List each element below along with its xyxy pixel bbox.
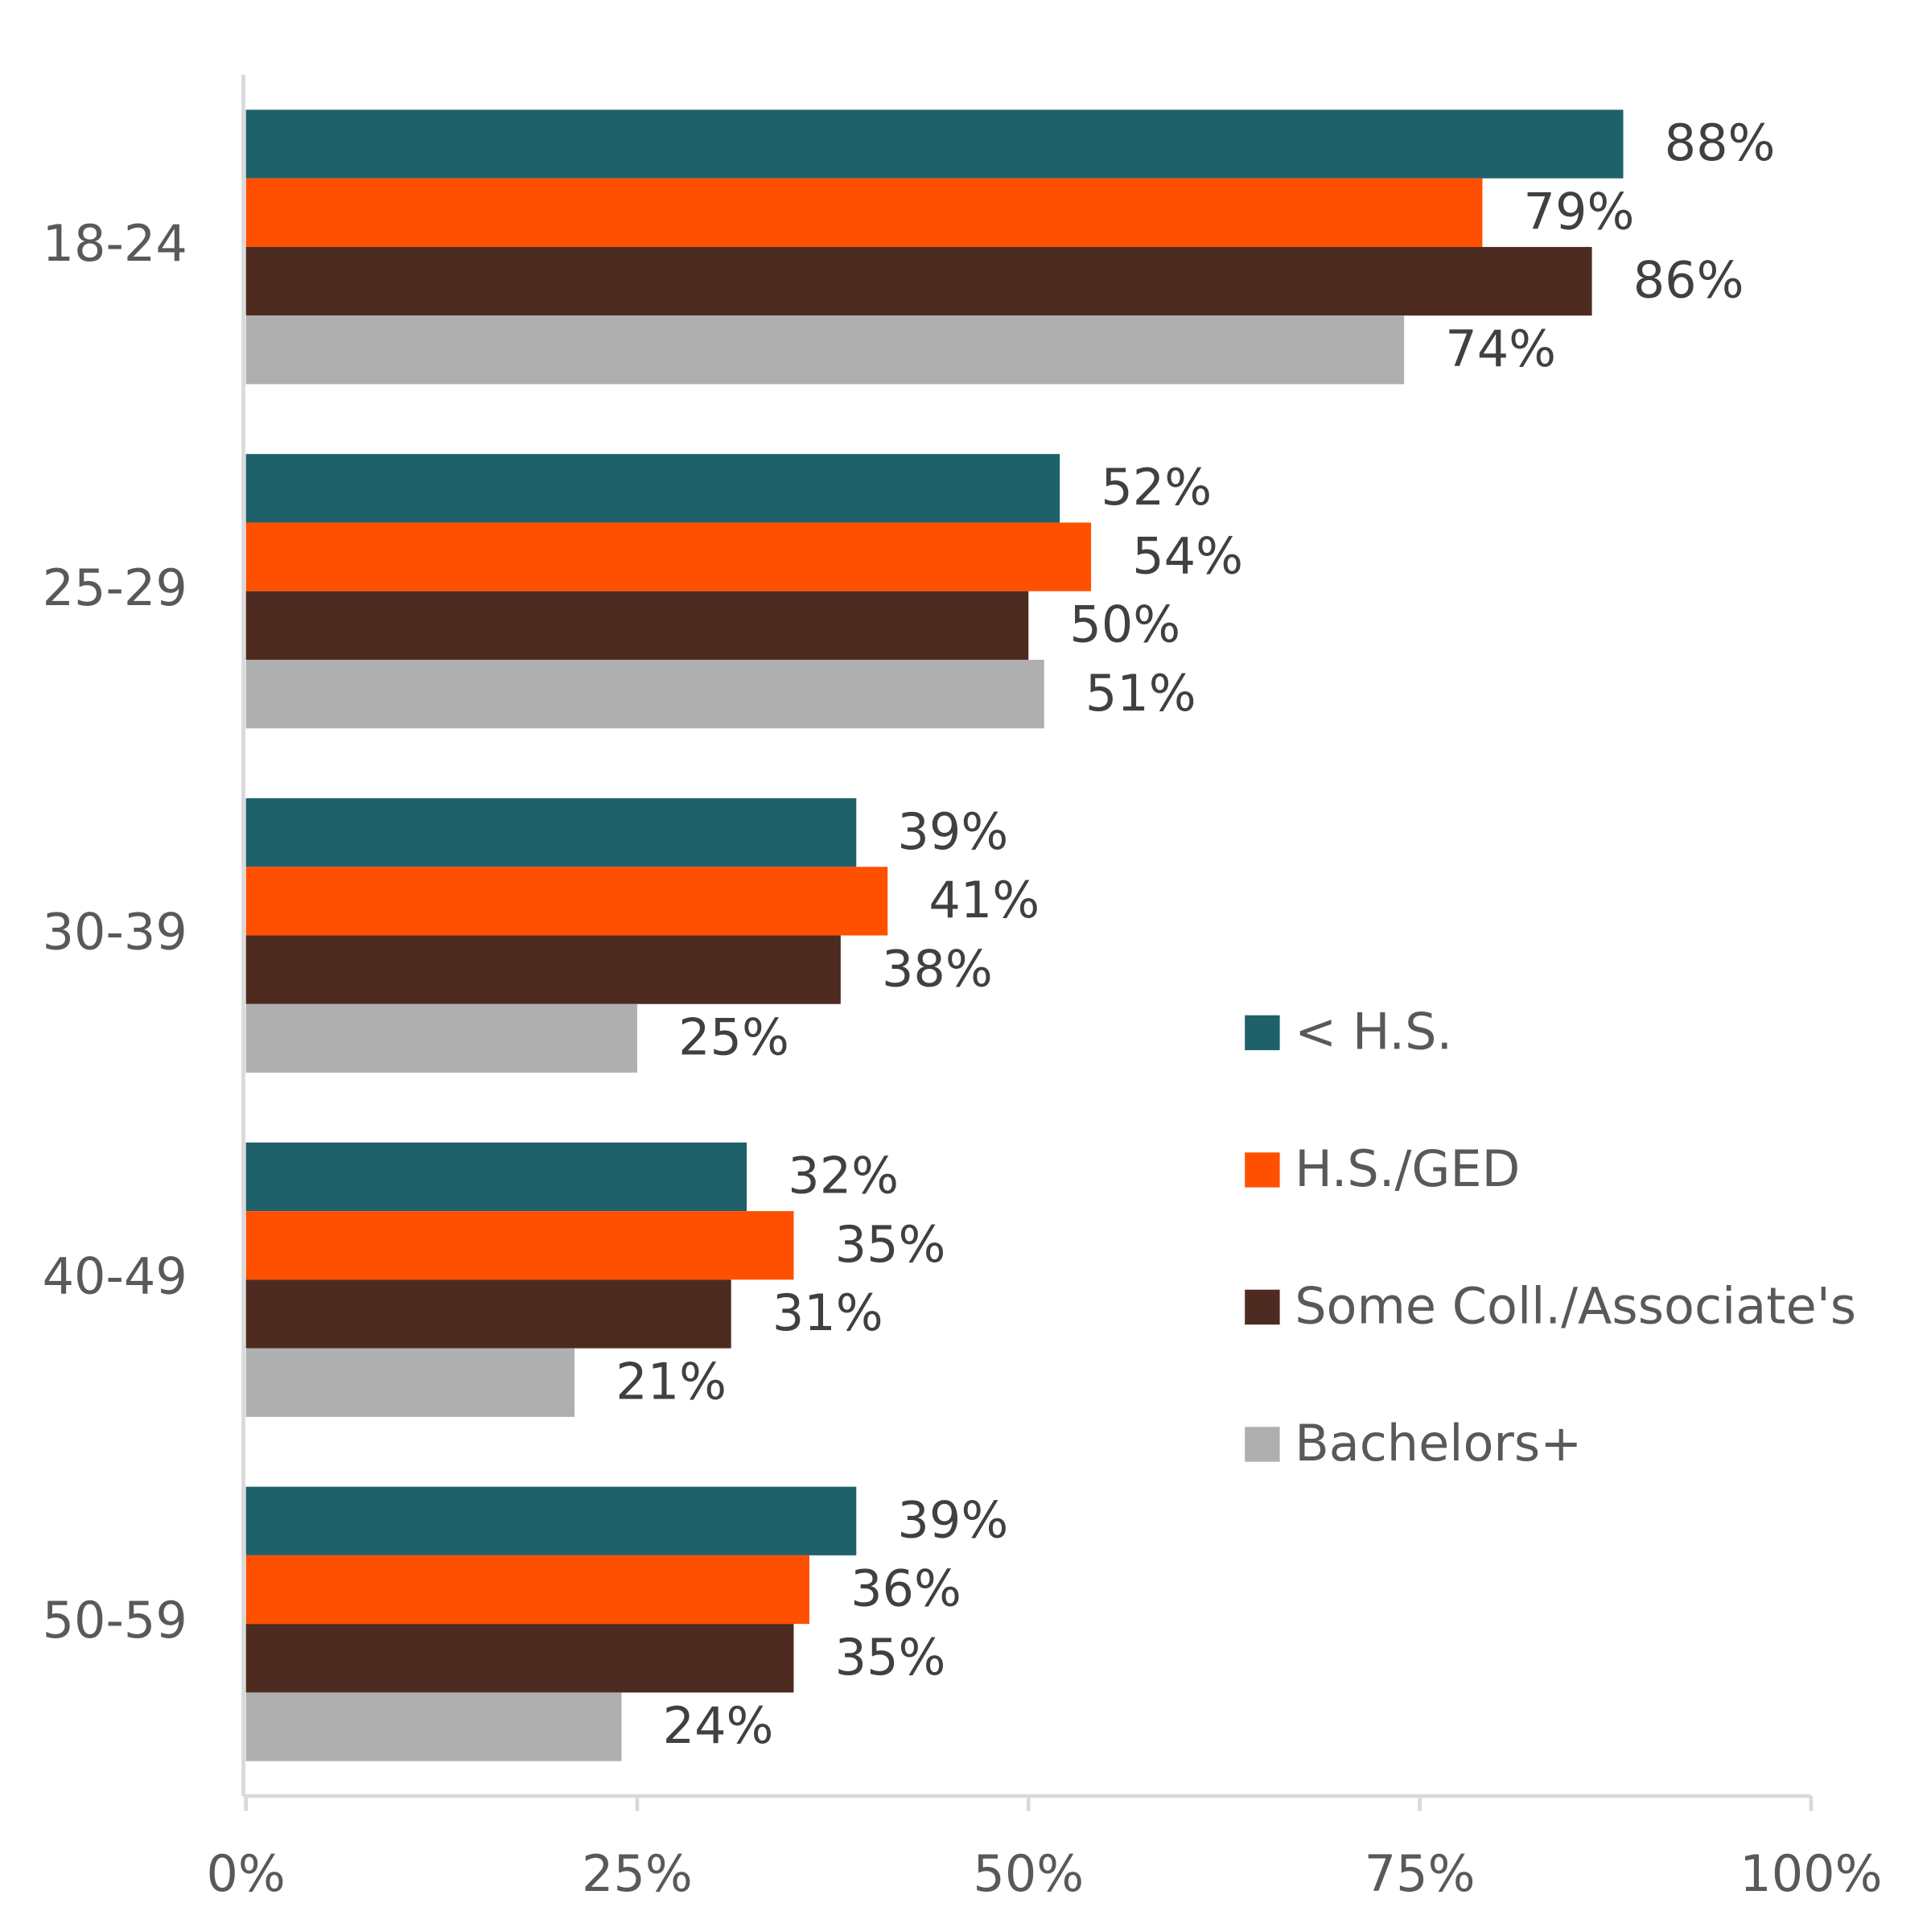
y-tick-label: 18-24 (43, 214, 187, 273)
bar (245, 1142, 747, 1212)
bar (245, 867, 888, 936)
value-label: 52% (1101, 458, 1212, 517)
value-label: 25% (678, 1008, 789, 1067)
bar (245, 1486, 857, 1555)
value-label: 86% (1633, 251, 1744, 310)
legend-label: Some Coll./Associate's (1295, 1277, 1856, 1336)
bar (245, 178, 1483, 247)
bar (245, 1692, 622, 1761)
value-label: 74% (1445, 319, 1556, 378)
value-label: 51% (1085, 664, 1196, 723)
legend-label: Bachelors+ (1295, 1414, 1582, 1473)
bar (245, 1555, 809, 1625)
value-label: 21% (616, 1352, 727, 1411)
value-label: 36% (850, 1559, 961, 1618)
y-tick-label: 30-39 (43, 903, 187, 962)
bar (245, 1279, 731, 1349)
value-label: 32% (788, 1147, 899, 1205)
bar (245, 591, 1029, 660)
legend-swatch (1245, 1289, 1280, 1325)
y-tick-label: 50-59 (43, 1591, 187, 1650)
bar (245, 1003, 637, 1073)
bar (245, 1211, 794, 1280)
bar (245, 798, 857, 867)
value-label: 79% (1524, 182, 1635, 241)
bar (245, 522, 1092, 591)
value-label: 35% (835, 1628, 946, 1687)
x-tick-label: 50% (973, 1844, 1084, 1903)
x-tick-label: 100% (1740, 1844, 1882, 1903)
value-label: 88% (1665, 113, 1776, 172)
x-tick-label: 75% (1365, 1844, 1476, 1903)
value-label: 39% (897, 1490, 1008, 1549)
bar (245, 246, 1592, 316)
value-label: 31% (772, 1283, 883, 1342)
bar (245, 315, 1405, 385)
bar (245, 1624, 794, 1693)
legend-label: < H.S. (1295, 1003, 1452, 1061)
value-label: 38% (882, 939, 993, 998)
bar (245, 109, 1624, 179)
bar (245, 454, 1060, 523)
y-tick-label: 40-49 (43, 1246, 187, 1305)
value-label: 41% (928, 871, 1040, 929)
x-tick-label: 0% (206, 1844, 285, 1903)
value-label: 54% (1132, 526, 1243, 585)
legend-swatch (1245, 1152, 1280, 1188)
value-label: 39% (897, 802, 1008, 861)
bar (245, 1348, 575, 1417)
value-label: 35% (835, 1215, 946, 1274)
legend-swatch (1245, 1427, 1280, 1462)
y-tick-label: 25-29 (43, 558, 187, 617)
value-label: 24% (663, 1696, 774, 1755)
legend-label: H.S./GED (1295, 1139, 1520, 1198)
value-label: 50% (1069, 595, 1180, 654)
bar (245, 935, 841, 1004)
legend-swatch (1245, 1015, 1280, 1051)
bar (245, 659, 1044, 729)
x-tick-label: 25% (582, 1844, 693, 1903)
